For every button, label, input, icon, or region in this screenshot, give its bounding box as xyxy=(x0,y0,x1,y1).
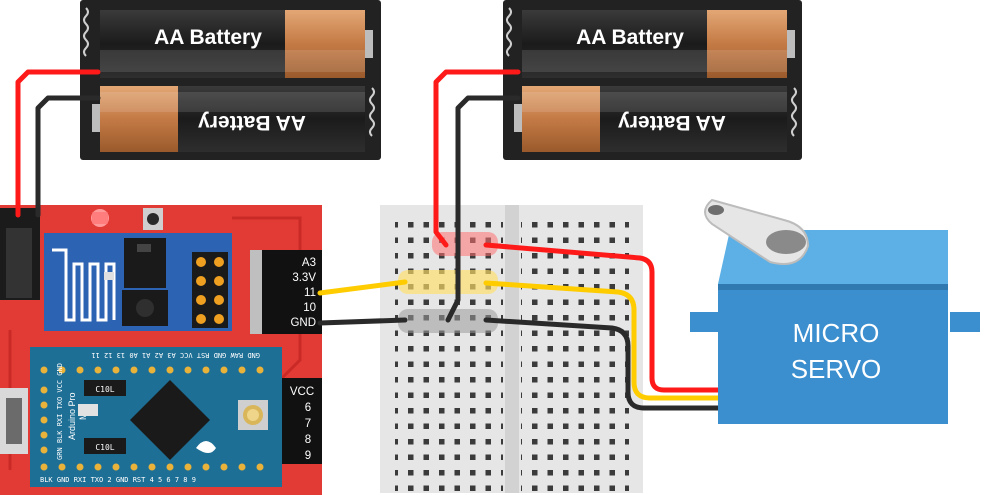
pin-row-label-top: GND RAW GND RST VCC A3 A2 A1 A0 13 12 11 xyxy=(91,351,260,359)
micro-servo: MICRO SERVO xyxy=(690,198,980,424)
battery-cell: AA Battery xyxy=(522,10,795,78)
breadboard-holes-right xyxy=(521,213,629,491)
wire-servo-power xyxy=(483,242,721,393)
battery-label: AA Battery xyxy=(198,111,306,134)
pin-label: 9 xyxy=(305,450,311,462)
board-name: Arduino Pro xyxy=(67,392,77,440)
servo-label-line2: SERVO xyxy=(791,354,882,384)
wire-red-pack1 xyxy=(15,69,101,218)
controller-board: A3 3.3V 11 10 GND VCC 6 7 8 9 xyxy=(0,205,322,495)
pin-label: 7 xyxy=(305,418,311,430)
logo-icon xyxy=(196,441,216,453)
header-pins-bottom xyxy=(282,378,322,464)
pin-label: A3 xyxy=(302,257,316,269)
battery-label: AA Battery xyxy=(618,111,726,134)
wire-ground xyxy=(317,317,408,326)
breadboard-center-channel xyxy=(505,205,519,493)
battery-cell: AA Battery xyxy=(514,86,787,152)
pin-row-label-left: GRN BLK RXI TXO VCC GND xyxy=(56,363,64,460)
pro-mini-board: GND RAW GND RST VCC A3 A2 A1 A0 13 12 11… xyxy=(30,347,282,487)
capacitor-label: C10L xyxy=(95,443,114,452)
battery-cell: AA Battery xyxy=(92,86,365,152)
capacitor-label: C10L xyxy=(95,385,114,394)
wire-red-pack2 xyxy=(433,69,521,248)
servo-horn xyxy=(704,198,810,265)
battery-cell: AA Battery xyxy=(100,10,373,78)
pin-label: 11 xyxy=(304,287,316,299)
pin-row-label-bottom: BLK GND RXI TXO 2 GND RST 4 5 6 7 8 9 xyxy=(40,476,196,484)
wire-signal-11 xyxy=(317,279,408,296)
capacitor xyxy=(84,380,126,396)
pin-label: 10 xyxy=(303,302,316,314)
battery-pack-2: AA Battery AA Battery xyxy=(503,0,802,160)
wires xyxy=(15,69,721,411)
pin-label: 8 xyxy=(305,434,311,446)
wifi-module xyxy=(44,233,232,331)
battery-label: AA Battery xyxy=(154,26,262,49)
breadboard-holes-left xyxy=(395,213,503,491)
wire-black-pack2 xyxy=(445,95,521,323)
pin-label: 3.3V xyxy=(292,272,316,284)
row-highlight-signal xyxy=(398,270,498,294)
pin-label: 6 xyxy=(305,402,311,414)
header-pins-top xyxy=(262,250,322,334)
pin-label: VCC xyxy=(290,386,314,398)
pin-label: GND xyxy=(290,317,316,329)
servo-body xyxy=(718,284,948,424)
battery-label: AA Battery xyxy=(576,26,684,49)
wire-servo-ground xyxy=(483,317,721,411)
microcontroller-chip xyxy=(130,380,210,460)
row-highlight-power xyxy=(432,232,498,256)
antenna-icon xyxy=(52,248,116,322)
servo-label-line1: MICRO xyxy=(793,318,880,348)
battery-pack-1: AA Battery AA Battery xyxy=(80,0,381,160)
wire-servo-signal xyxy=(483,280,721,401)
wire-black-pack1 xyxy=(35,95,101,218)
capacitor xyxy=(84,438,126,454)
